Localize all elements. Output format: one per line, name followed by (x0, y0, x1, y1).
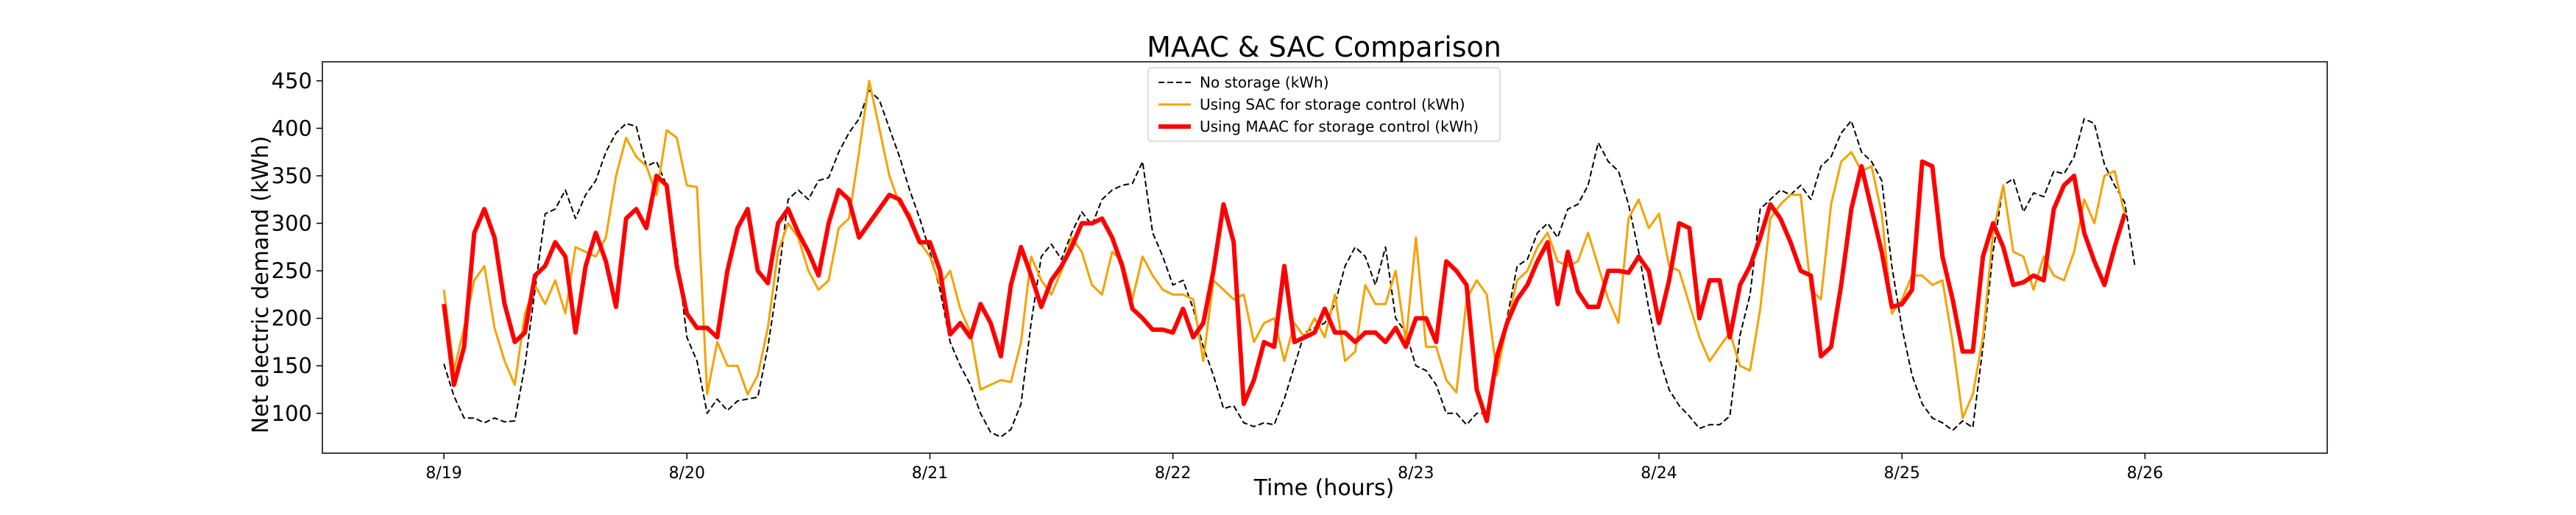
x-tick-label: 8/26 (2127, 464, 2163, 483)
y-tick-label: 150 (272, 353, 312, 378)
x-tick-label: 8/24 (1641, 464, 1677, 483)
y-tick-label: 450 (272, 68, 312, 93)
y-tick-label: 200 (272, 306, 312, 331)
x-tick-label: 8/22 (1155, 464, 1191, 483)
series-line-1 (443, 89, 2136, 438)
x-axis-label: Time (hours) (1253, 475, 1395, 501)
chart-title: MAAC & SAC Comparison (1147, 31, 1501, 63)
legend-label-2: Using SAC for storage control (kWh) (1200, 96, 1465, 113)
y-tick-label: 250 (272, 258, 312, 283)
series-line-3 (442, 159, 2127, 424)
y-tick-label: 400 (272, 116, 312, 141)
x-tick-label: 8/21 (912, 464, 948, 483)
legend-label-3: Using MAAC for storage control (kWh) (1200, 118, 1479, 135)
y-axis: 100 150 200 250 300 350 400 450 (272, 68, 322, 426)
series-line-2 (442, 79, 2126, 419)
axes-frame (322, 61, 2328, 454)
legend: No storage (kWh) Using SAC for storage co… (1147, 67, 1501, 142)
x-tick-label: 8/19 (425, 464, 461, 483)
x-tick-label: 8/23 (1398, 464, 1434, 483)
y-tick-label: 350 (272, 163, 312, 188)
y-axis-label: Net electric demand (kWh) (248, 136, 274, 434)
y-tick-label: 100 (272, 401, 312, 426)
plot-area (442, 79, 2136, 438)
x-tick-label: 8/20 (669, 464, 705, 483)
legend-label-1: No storage (kWh) (1200, 74, 1329, 91)
y-tick-label: 300 (272, 211, 312, 236)
x-axis: 8/19 8/20 8/21 8/22 8/23 8/24 8/25 8/26 (425, 453, 2163, 483)
legend-box (1147, 67, 1501, 142)
x-tick-label: 8/25 (1883, 464, 1919, 483)
